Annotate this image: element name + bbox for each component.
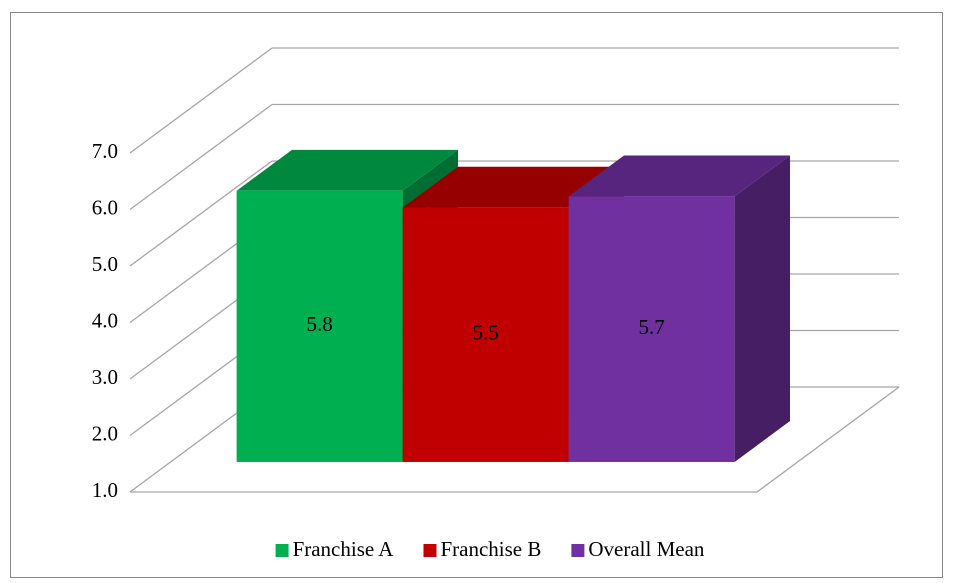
legend-swatch bbox=[275, 544, 289, 557]
legend-label: Franchise B bbox=[440, 537, 541, 561]
y-tick-label: 7.0 bbox=[92, 139, 118, 163]
bar bbox=[568, 196, 735, 462]
y-tick-label: 3.0 bbox=[92, 365, 118, 389]
legend-label: Overall Mean bbox=[588, 537, 705, 561]
data-label: 5.5 bbox=[472, 321, 498, 345]
grid-line bbox=[129, 47, 273, 154]
data-label: 5.8 bbox=[306, 312, 332, 336]
bar-side bbox=[734, 155, 790, 462]
bar bbox=[402, 207, 569, 462]
legend-swatch bbox=[571, 544, 585, 557]
y-tick-label: 1.0 bbox=[92, 478, 118, 502]
y-tick-label: 5.0 bbox=[92, 252, 118, 276]
y-tick-label: 2.0 bbox=[92, 421, 118, 445]
grid-line bbox=[129, 160, 273, 267]
bar-top bbox=[236, 149, 458, 191]
y-tick-label: 6.0 bbox=[92, 195, 118, 219]
grid-line bbox=[129, 103, 273, 211]
legend-label: Franchise A bbox=[293, 537, 395, 561]
bar-top bbox=[568, 155, 790, 197]
bar bbox=[236, 190, 403, 462]
legend-swatch bbox=[423, 544, 437, 557]
y-tick-label: 4.0 bbox=[92, 308, 118, 332]
data-label: 5.7 bbox=[638, 315, 664, 339]
floor bbox=[130, 386, 900, 493]
